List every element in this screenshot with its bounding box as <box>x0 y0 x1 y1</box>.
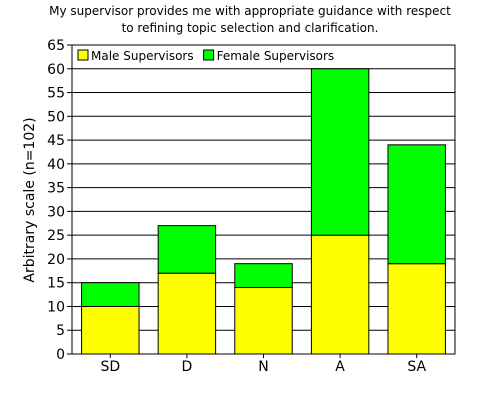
legend-swatch <box>77 49 89 61</box>
y-tick-label: 5 <box>56 323 65 339</box>
bar-segment <box>234 286 293 355</box>
y-tick-label: 60 <box>47 62 65 78</box>
bar-segment <box>234 263 293 288</box>
legend: Male Supervisors Female Supervisors <box>77 49 335 63</box>
y-tick-label: 45 <box>47 133 65 149</box>
bar-segment <box>81 305 140 355</box>
y-tick-label: 35 <box>47 181 65 197</box>
legend-label: Male Supervisors <box>91 49 194 63</box>
chart-title-line-1: My supervisor provides me with appropria… <box>49 4 451 18</box>
legend-label: Female Supervisors <box>217 49 335 63</box>
x-tick-label: N <box>258 359 268 375</box>
bars <box>81 68 446 355</box>
chart-title-line-2: to refining topic selection and clarific… <box>122 21 379 35</box>
bar-segment <box>310 234 370 355</box>
y-tick-label: 25 <box>47 228 65 244</box>
bar-segment <box>387 144 446 265</box>
y-tick-label: 30 <box>47 204 65 220</box>
bar-segment <box>387 263 446 355</box>
bar-segment <box>157 272 217 355</box>
y-tick-label: 40 <box>47 157 65 173</box>
bar-segment <box>310 68 370 236</box>
x-tick-label: D <box>182 359 193 375</box>
y-tick-label: 0 <box>56 347 65 363</box>
y-tick-label: 55 <box>47 86 65 102</box>
bar-segment <box>81 282 140 307</box>
plot-frame <box>71 44 456 355</box>
y-tick-label: 65 <box>47 38 65 54</box>
y-axis-label: Arbitrary scale (n=102) <box>22 117 38 282</box>
y-tick-label: 10 <box>47 299 65 315</box>
y-tick-label: 50 <box>47 109 65 125</box>
axes: 0 5 10 15 20 25 30 35 40 45 50 55 60 65 SD D N A SA <box>47 38 456 375</box>
bar-segment <box>157 225 217 274</box>
x-tick-label: SD <box>100 359 120 375</box>
y-tick-label: 20 <box>47 252 65 268</box>
legend-swatch <box>203 49 215 61</box>
x-tick-label: SA <box>407 359 426 375</box>
y-tick-label: 15 <box>47 276 65 292</box>
x-tick-label: A <box>335 359 345 375</box>
